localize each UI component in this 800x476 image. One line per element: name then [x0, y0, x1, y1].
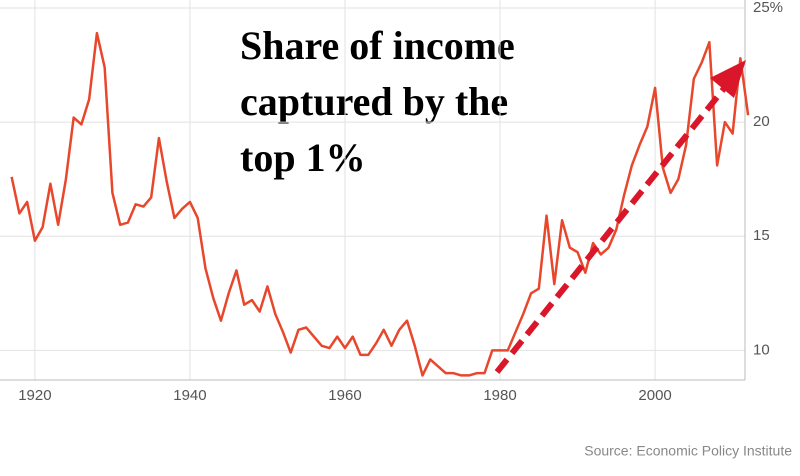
x-tick-label: 1940 [173, 387, 206, 404]
chart-title: Share of income [240, 23, 515, 68]
trend-arrowhead [710, 60, 746, 98]
x-tick-label: 1980 [483, 387, 516, 404]
chart-title: captured by the [240, 79, 508, 124]
source: Source: Economic Policy Institute [584, 443, 792, 459]
x-tick-label: 1960 [328, 387, 361, 404]
y-tick-label: 25% [753, 0, 783, 16]
y-tick-label: 20 [753, 113, 770, 130]
grid [0, 0, 745, 380]
x-tick-label: 2000 [638, 387, 671, 404]
trend-arrow [494, 84, 729, 374]
y-tick-label: 10 [753, 341, 770, 358]
x-tick-label: 1920 [18, 387, 51, 404]
chart-title: top 1% [240, 135, 366, 180]
y-tick-label: 15 [753, 227, 770, 244]
data-line [10, 31, 750, 377]
